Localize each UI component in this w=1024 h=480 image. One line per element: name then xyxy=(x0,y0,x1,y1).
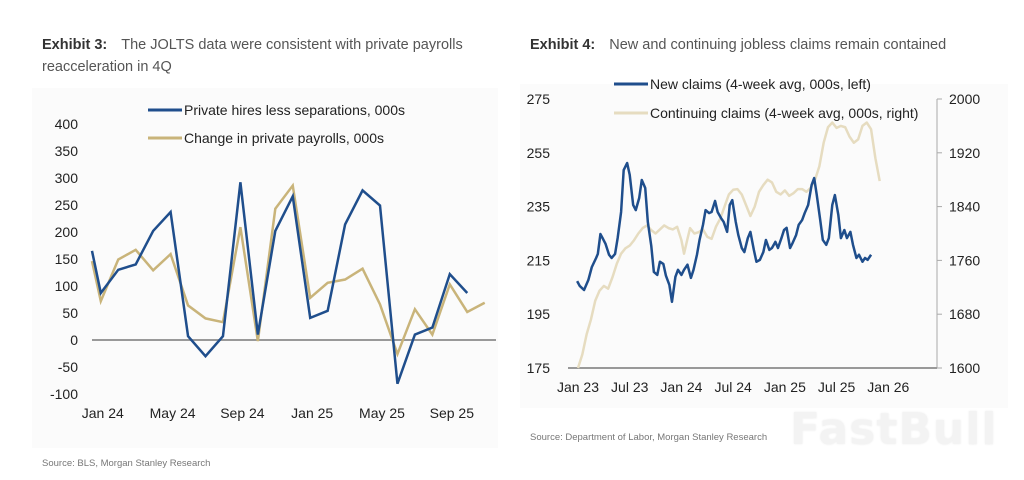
legend-label: Change in private payrolls, 000s xyxy=(184,130,384,146)
right-y-tick-label: 1840 xyxy=(949,199,980,215)
y-tick-label: 100 xyxy=(55,278,79,294)
x-tick-label: Sep 24 xyxy=(220,405,265,421)
right-y-tick-label: 1600 xyxy=(949,360,980,376)
legend-label: New claims (4-week avg, 000s, left) xyxy=(650,76,871,92)
right-y-tick-label: 2000 xyxy=(949,91,980,107)
y-tick-label: 50 xyxy=(62,305,78,321)
exhibit-4-label: Exhibit 4: xyxy=(530,37,596,53)
legend-label: Continuing claims (4-week avg, 000s, rig… xyxy=(650,105,918,121)
exhibit-4-title: Exhibit 4: New and continuing jobless cla… xyxy=(530,34,1000,56)
exhibit-3: Exhibit 3: The JOLTS data were consistent… xyxy=(32,34,512,469)
y-tick-label: 350 xyxy=(55,143,79,159)
series-line-0 xyxy=(90,182,469,385)
y-tick-label: -50 xyxy=(58,359,78,375)
x-tick-label: Jan 25 xyxy=(764,379,806,395)
left-y-tick-label: 255 xyxy=(527,145,551,161)
exhibit-4-chart: 275 255 235 215 195 175 2000 1920 1840 1760 1680 16… xyxy=(527,76,981,395)
left-y-tick-label: 195 xyxy=(527,306,551,322)
exhibit-3-title-text: The JOLTS data were consistent with priv… xyxy=(42,37,463,75)
y-tick-label: 400 xyxy=(55,116,79,132)
x-tick-label: Jul 23 xyxy=(611,379,649,395)
exhibit-4-source: Source: Department of Labor, Morgan Stan… xyxy=(530,432,768,443)
series-line-continuing-claims xyxy=(576,121,881,369)
exhibit-4: Exhibit 4: New and continuing jobless cla… xyxy=(512,0,1024,480)
x-tick-label: Jul 25 xyxy=(818,379,856,395)
x-tick-label: Jan 25 xyxy=(291,405,333,421)
x-tick-label: Jan 23 xyxy=(557,379,599,395)
y-tick-label: -100 xyxy=(50,386,78,402)
y-tick-label: 150 xyxy=(55,251,79,267)
x-tick-label: Jan 24 xyxy=(660,379,702,395)
exhibit-3-chart-panel: 400 350 300 250 200 150 100 50 0 -50 -100 Jan 24 May… xyxy=(32,88,498,448)
exhibit-4-chart-panel: 275 255 235 215 195 175 2000 1920 1840 1760 1680 16… xyxy=(520,76,1008,408)
exhibit-3-label: Exhibit 3: xyxy=(42,37,108,53)
series-line-new-claims xyxy=(576,161,873,304)
x-tick-label: Sep 25 xyxy=(430,405,475,421)
x-tick-label: Jul 24 xyxy=(714,379,752,395)
x-tick-label: Jan 24 xyxy=(82,405,124,421)
left-y-tick-label: 175 xyxy=(527,360,551,376)
legend-label: Private hires less separations, 000s xyxy=(184,102,405,118)
left-y-tick-label: 215 xyxy=(527,252,551,268)
left-y-tick-label: 235 xyxy=(527,199,551,215)
x-tick-label: May 24 xyxy=(150,405,196,421)
x-tick-label: May 25 xyxy=(359,405,405,421)
x-tick-label: Jan 26 xyxy=(867,379,909,395)
y-tick-label: 200 xyxy=(55,224,79,240)
y-tick-label: 300 xyxy=(55,170,79,186)
right-y-tick-label: 1760 xyxy=(949,252,980,268)
right-y-tick-label: 1920 xyxy=(949,145,980,161)
y-tick-label: 0 xyxy=(70,332,78,348)
exhibit-3-source: Source: BLS, Morgan Stanley Research xyxy=(42,458,211,469)
y-tick-label: 250 xyxy=(55,197,79,213)
watermark: FastBull xyxy=(790,404,998,455)
exhibit-3-title: Exhibit 3: The JOLTS data were consistent… xyxy=(42,34,512,78)
left-y-tick-label: 275 xyxy=(527,91,551,107)
series-line-1 xyxy=(90,182,486,358)
right-y-tick-label: 1680 xyxy=(949,306,980,322)
exhibit-4-title-text: New and continuing jobless claims remain… xyxy=(609,37,947,53)
